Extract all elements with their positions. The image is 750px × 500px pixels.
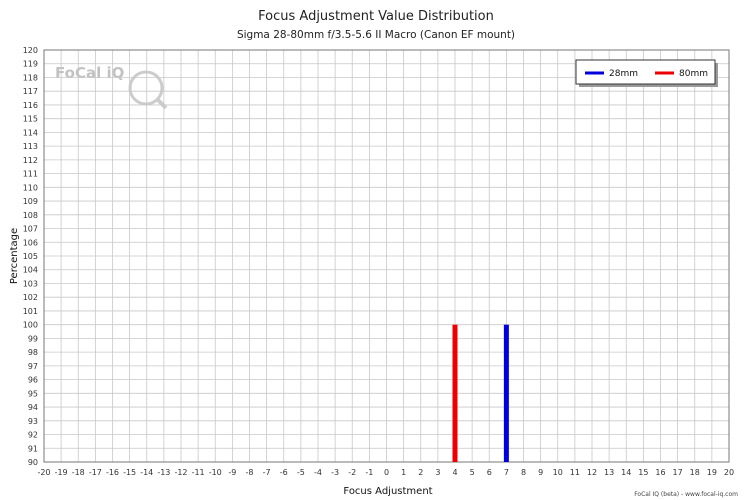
legend: 28mm 80mm <box>575 59 718 87</box>
y-tick-label: 94 <box>28 403 38 412</box>
x-tick-label: -1 <box>365 468 373 477</box>
x-tick-label: 8 <box>521 468 526 477</box>
y-tick-label: 95 <box>28 389 38 398</box>
x-tick-label: -11 <box>192 468 205 477</box>
x-tick-label: -19 <box>55 468 68 477</box>
x-tick-label: 9 <box>538 468 543 477</box>
x-tick-label: -13 <box>157 468 170 477</box>
y-tick-label: 112 <box>23 156 38 165</box>
x-tick-label: -4 <box>314 468 322 477</box>
x-tick-label: 20 <box>724 468 734 477</box>
x-tick-label: -15 <box>123 468 136 477</box>
y-tick-label: 101 <box>23 307 38 316</box>
x-tick-label: 4 <box>452 468 457 477</box>
x-tick-label: 19 <box>707 468 717 477</box>
y-tick-label: 100 <box>23 321 38 330</box>
plot-area-border <box>43 49 730 463</box>
x-tick-label: -5 <box>297 468 305 477</box>
y-tick-label: 96 <box>28 376 38 385</box>
x-tick-label: -7 <box>263 468 271 477</box>
x-tick-label: 16 <box>655 468 665 477</box>
y-tick-label: 92 <box>28 431 38 440</box>
y-tick-label: 99 <box>28 334 38 343</box>
chart-subtitle: Sigma 28-80mm f/3.5-5.6 II Macro (Canon … <box>237 29 515 41</box>
x-tick-label: 5 <box>470 468 475 477</box>
y-tick-label: 110 <box>23 183 38 192</box>
x-tick-label: 6 <box>487 468 492 477</box>
x-tick-label: -10 <box>209 468 222 477</box>
bars <box>452 324 509 462</box>
y-tick-label: 116 <box>23 101 38 110</box>
y-tick-label: 111 <box>23 170 38 179</box>
x-tick-label: 12 <box>587 468 597 477</box>
x-tick-label: 13 <box>604 468 614 477</box>
y-tick-label: 118 <box>23 73 38 82</box>
y-tick-label: 102 <box>23 293 38 302</box>
legend-label-80mm: 80mm <box>679 69 708 79</box>
y-axis-label: Percentage <box>9 228 20 284</box>
y-tick-label: 90 <box>28 458 38 467</box>
x-tick-label: 18 <box>690 468 700 477</box>
y-tick-label: 104 <box>23 266 38 275</box>
chart-title: Focus Adjustment Value Distribution <box>258 9 494 24</box>
x-tick-label: 7 <box>504 468 509 477</box>
y-tick-label: 108 <box>23 211 38 220</box>
y-tick-label: 113 <box>23 142 38 151</box>
y-tick-label: 106 <box>23 238 38 247</box>
watermark-logo: FoCal iQ <box>55 64 168 110</box>
x-tick-label: -9 <box>228 468 236 477</box>
footer-credit: FoCal IQ (beta) - www.focal-iq.com <box>634 491 738 498</box>
x-tick-label: 3 <box>435 468 440 477</box>
y-tick-label: 97 <box>28 362 38 371</box>
x-tick-label: -20 <box>37 468 50 477</box>
x-tick-label: 0 <box>384 468 389 477</box>
x-tick-label: 10 <box>553 468 563 477</box>
x-tick-label: -16 <box>106 468 119 477</box>
x-tick-label: -2 <box>348 468 356 477</box>
x-tick-label: 17 <box>673 468 683 477</box>
y-tick-label: 105 <box>23 252 38 261</box>
x-tick-label: -8 <box>246 468 254 477</box>
y-tick-label: 98 <box>28 348 38 357</box>
y-tick-labels: 90 91 92 93 94 95 96 97 98 99 100 101 102 103 104 105 10… <box>23 46 38 467</box>
y-tick-label: 103 <box>23 279 38 288</box>
y-tick-label: 91 <box>28 444 38 453</box>
x-tick-label: -3 <box>331 468 339 477</box>
y-tick-label: 115 <box>23 115 38 124</box>
x-tick-label: 11 <box>570 468 580 477</box>
x-tick-labels: -20 -19 -18 -17 -16 -15 -14 -13 -12 -11 -10 -9 -8 -7-… <box>37 468 734 477</box>
legend-label-28mm: 28mm <box>609 69 638 79</box>
x-tick-label: -12 <box>174 468 187 477</box>
x-tick-label: -14 <box>140 468 153 477</box>
y-tick-label: 119 <box>23 60 38 69</box>
logo-text: FoCal iQ <box>55 64 124 82</box>
bar-28mm <box>503 324 509 462</box>
grid <box>43 49 730 463</box>
y-tick-label: 120 <box>23 46 38 55</box>
y-tick-label: 117 <box>23 87 38 96</box>
x-tick-label: 1 <box>401 468 406 477</box>
x-tick-label: 14 <box>621 468 631 477</box>
x-tick-label: 15 <box>638 468 648 477</box>
x-axis-label: Focus Adjustment <box>343 486 432 497</box>
y-tick-label: 114 <box>23 128 38 137</box>
y-tick-label: 93 <box>28 417 38 426</box>
y-tick-label: 109 <box>23 197 38 206</box>
x-tick-label: 2 <box>418 468 423 477</box>
y-tick-label: 107 <box>23 225 38 234</box>
x-tick-label: -17 <box>89 468 102 477</box>
bar-80mm <box>452 324 458 462</box>
x-tick-label: -18 <box>72 468 85 477</box>
x-tick-label: -6 <box>280 468 288 477</box>
